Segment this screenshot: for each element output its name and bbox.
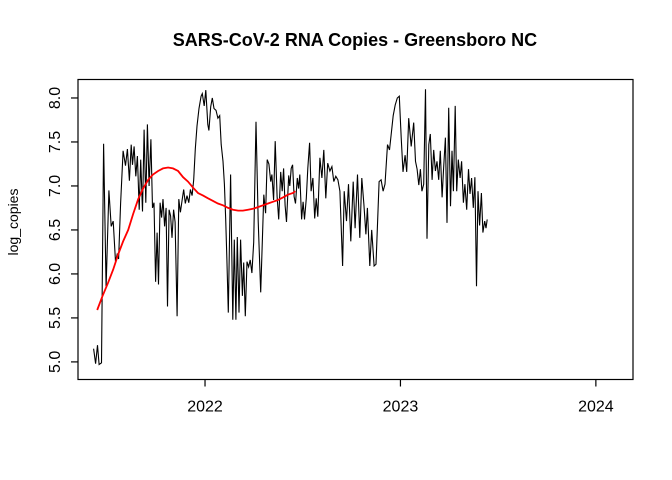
series-log_copies: [93, 89, 488, 366]
y-tick-label-6.5: 6.5: [47, 219, 64, 241]
axis-ticks-layer: 2022 2023 2024 5.0 5.5 6.0 6.5 7.0 7.5 8.0: [47, 87, 614, 416]
chart-title: SARS-CoV-2 RNA Copies - Greensboro NC: [173, 30, 537, 50]
series-loess-trend: [96, 166, 296, 311]
plot-box-border: [77, 78, 634, 381]
y-tick-label-7.5: 7.5: [47, 131, 64, 153]
x-tick-label-2022: 2022: [187, 399, 223, 416]
series-layer: [93, 89, 488, 366]
x-tick-label-2023: 2023: [383, 399, 419, 416]
y-tick-label-5.0: 5.0: [47, 351, 64, 373]
y-tick-label-7.0: 7.0: [47, 175, 64, 197]
y-tick-label-8.0: 8.0: [47, 87, 64, 109]
y-axis-label: log_copies: [5, 189, 21, 256]
y-tick-label-6.0: 6.0: [47, 263, 64, 285]
y-tick-label-5.5: 5.5: [47, 307, 64, 329]
x-tick-label-2024: 2024: [578, 399, 614, 416]
